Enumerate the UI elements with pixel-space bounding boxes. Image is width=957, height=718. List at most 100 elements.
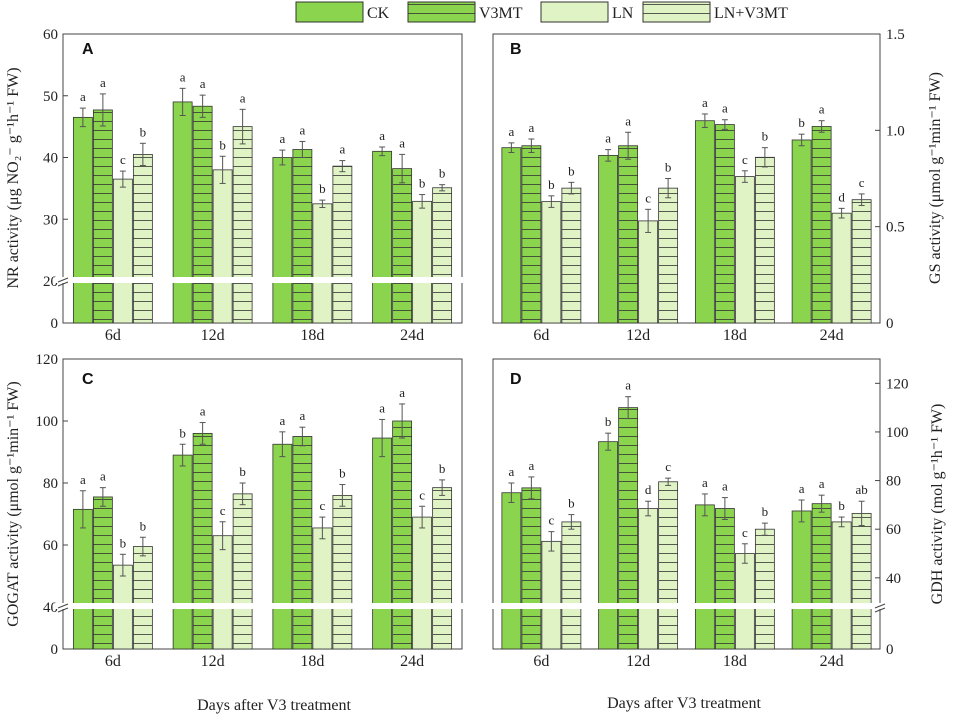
y-tick-label: 0: [886, 316, 894, 332]
bar-hatch: [852, 199, 872, 323]
panel-c: C 0 40 60 80 100 120 GOGAT activity (μmol g⁻¹mi…: [5, 352, 470, 670]
bar-ck: [172, 101, 193, 324]
bar-ln: [734, 553, 755, 650]
bar-hatch: [292, 436, 312, 649]
y-tick-label: 0: [886, 642, 894, 658]
y-tick-label: 60: [886, 522, 901, 538]
bar-hatch: [755, 157, 775, 323]
legend-item-ck: CK: [295, 1, 390, 23]
y-tick-label: 0: [51, 316, 59, 332]
bar-hatch: [521, 487, 541, 649]
bar-ck: [694, 120, 715, 324]
bar-ln: [212, 535, 233, 650]
legend-swatch-ln-v3mt-hatch: [643, 2, 710, 22]
x-tick-label: 18d: [723, 653, 747, 670]
panel-d: D 0 40 60 80 100 120 GDH activity (mol g⁻¹h⁻¹ F…: [485, 358, 946, 670]
axis-break-mark: [874, 607, 886, 613]
x-axis-title-left: Days after V3 treatment: [197, 697, 351, 714]
x-tick-label: 18d: [300, 327, 324, 344]
bar-hatch: [392, 168, 412, 323]
significance-letter: a: [399, 135, 405, 150]
significance-letter: a: [339, 142, 345, 157]
legend-swatch-v3mt-hatch: [408, 2, 475, 22]
bar-hatch: [93, 496, 113, 649]
significance-letter: a: [819, 476, 825, 491]
bar-hatch: [755, 529, 775, 649]
significance-letter: d: [838, 189, 845, 204]
bar-hatch: [852, 513, 872, 649]
bar-ck: [72, 116, 93, 324]
bar-ln: [734, 176, 755, 324]
significance-letter: b: [439, 461, 446, 476]
x-tick-label: 12d: [626, 653, 650, 670]
legend-swatch-ck: [295, 1, 364, 23]
significance-letter: a: [722, 101, 728, 116]
axis-break-band: [55, 603, 470, 609]
bar-ck: [372, 437, 393, 650]
significance-letter: b: [419, 176, 426, 191]
axis-break-mark: [57, 607, 69, 613]
bar-hatch: [715, 508, 735, 649]
significance-letter: c: [742, 152, 748, 167]
y-tick-label: 120: [886, 376, 909, 392]
bar-ln: [412, 516, 433, 650]
y-tick-label: 30: [43, 212, 58, 228]
bar-hatch: [521, 145, 541, 323]
legend-label-ln-v3mt: LN+V3MT: [714, 5, 788, 22]
y-tick-label: 60: [43, 27, 58, 43]
bar-hatch: [812, 126, 832, 323]
bar-ck: [598, 154, 619, 324]
significance-letter: b: [339, 466, 346, 481]
bar-ln: [212, 169, 233, 324]
x-tick-label: 6d: [533, 327, 549, 344]
x-tick-label: 6d: [533, 653, 549, 670]
bar-hatch: [233, 126, 253, 323]
legend-swatch-ln: [540, 1, 609, 23]
significance-letter: a: [200, 76, 206, 91]
axis-break-band: [485, 603, 888, 609]
significance-letter: a: [279, 131, 285, 146]
bar-hatch: [812, 503, 832, 649]
x-tick-label: 6d: [105, 653, 121, 670]
panel-label: A: [82, 41, 94, 58]
bar-hatch: [561, 521, 581, 649]
significance-letter: a: [240, 90, 246, 105]
y-axis-label: NR activity (μg NO₂⁻ g⁻¹h⁻¹ FW): [5, 67, 22, 288]
significance-letter: a: [299, 408, 305, 423]
bar-ck: [598, 441, 619, 650]
y-tick-label: 100: [886, 425, 909, 441]
significance-letter: c: [859, 175, 865, 190]
y-tick-label: 0: [51, 642, 59, 658]
bar-ck: [501, 492, 522, 650]
legend-label-ck: CK: [367, 5, 390, 22]
y-axis-label: GDH activity (mol g⁻¹h⁻¹ FW): [929, 404, 946, 605]
bar-hatch: [332, 495, 352, 649]
y-tick-label: 40: [886, 571, 901, 587]
significance-letter: a: [819, 102, 825, 117]
y-axis-label: GOGAT activity (μmol g⁻¹min⁻¹ FW): [5, 381, 22, 626]
bar-hatch: [432, 487, 452, 649]
significance-letter: b: [605, 414, 612, 429]
significance-letter: a: [180, 69, 186, 84]
legend-item-ln-v3mt: LN+V3MT: [642, 1, 788, 23]
y-axis-label: GS activity (μmol g⁻¹min⁻¹ FW): [927, 72, 944, 284]
bar-ln: [831, 521, 852, 650]
significance-letter: a: [625, 378, 631, 393]
significance-letter: a: [100, 75, 106, 90]
bar-ck: [501, 147, 522, 324]
significance-letter: b: [120, 535, 127, 550]
bar-ln: [541, 201, 562, 324]
significance-letter: b: [568, 163, 575, 178]
legend-label-v3mt: V3MT: [479, 5, 523, 22]
bar-hatch: [658, 481, 678, 649]
significance-letter: a: [279, 413, 285, 428]
x-tick-label: 12d: [201, 327, 225, 344]
significance-letter: a: [625, 113, 631, 128]
panel-b: B 0 0.5 1.0 1.5 GS activity (μmol g⁻¹min⁻¹ FW…: [492, 27, 944, 344]
panel-frame: [62, 33, 463, 324]
bar-hatch: [93, 109, 113, 323]
bar-hatch: [715, 124, 735, 323]
significance-letter: b: [762, 129, 769, 144]
bar-ck: [272, 157, 293, 324]
significance-letter: b: [219, 137, 226, 152]
